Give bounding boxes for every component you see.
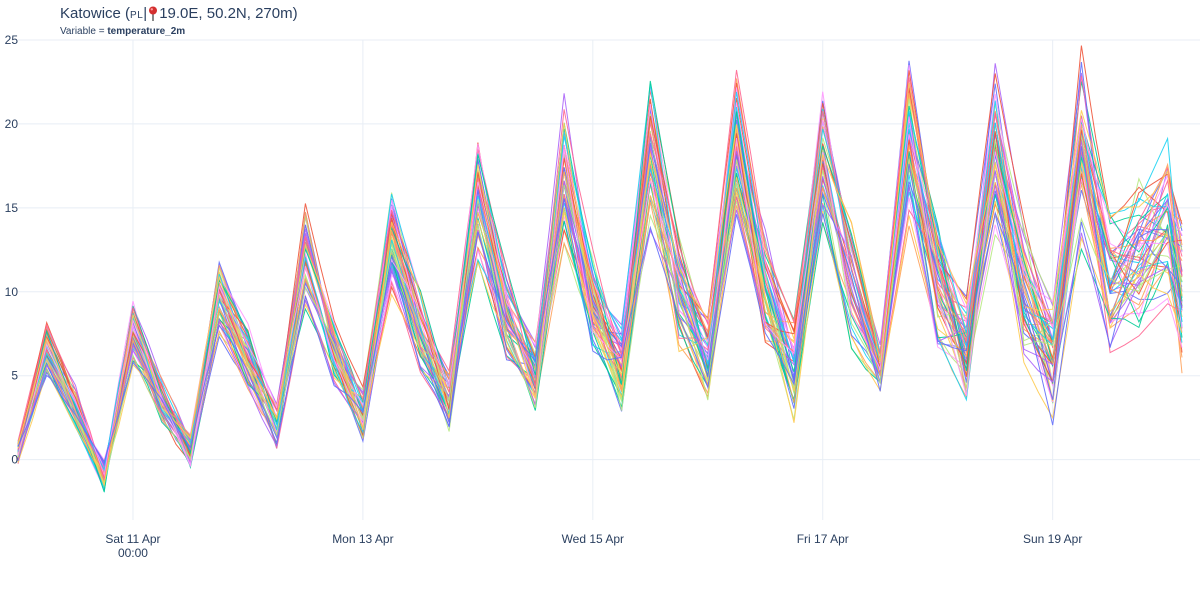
ensemble-member-line: [17, 115, 1183, 476]
ensemble-member-line: [17, 91, 1183, 472]
x-tick-label: Sat 11 Apr: [105, 532, 160, 546]
y-tick-label: 0: [11, 453, 18, 467]
chart-title-block: Katowice (PL| 19.0E, 50.2N, 270m) Variabl…: [60, 5, 298, 37]
x-tick-label: Wed 15 Apr: [562, 532, 624, 546]
x-tick-label: Mon 13 Apr: [332, 532, 393, 546]
ensemble-member-line: [17, 116, 1183, 477]
chart-grid: [18, 39, 1200, 520]
chart-subtitle: Variable = temperature_2m: [60, 26, 298, 37]
y-tick-label: 20: [5, 117, 19, 131]
ensemble-member-line: [17, 139, 1183, 486]
title-coords: 19.0E, 50.2N, 270m): [159, 5, 298, 22]
title-country: PL: [130, 10, 144, 21]
location-pin-icon: [148, 6, 158, 25]
ensemble-member-line: [17, 78, 1183, 478]
chart-title: Katowice (PL| 19.0E, 50.2N, 270m): [60, 5, 298, 25]
y-tick-label: 10: [5, 285, 19, 299]
ensemble-member-line: [17, 94, 1183, 475]
ensemble-member-line: [17, 82, 1183, 487]
x-tick-label: Sun 19 Apr: [1023, 532, 1082, 546]
subtitle-variable-label: Variable =: [60, 26, 108, 37]
subtitle-variable-name: temperature_2m: [107, 26, 186, 37]
ensemble-member-line: [17, 130, 1183, 488]
ensemble-member-line: [17, 124, 1183, 481]
x-tick-label: Fri 17 Apr: [797, 532, 849, 546]
title-location: Katowice: [60, 5, 121, 22]
x-tick-sublabel: 00:00: [118, 546, 148, 560]
y-tick-label: 15: [5, 201, 19, 215]
y-tick-label: 5: [11, 369, 18, 383]
y-tick-label: 25: [5, 33, 19, 47]
y-axis: 0 5 10 15 20 25: [5, 33, 19, 467]
ensemble-series-group: [17, 45, 1183, 493]
ensemble-member-line: [17, 163, 1183, 463]
